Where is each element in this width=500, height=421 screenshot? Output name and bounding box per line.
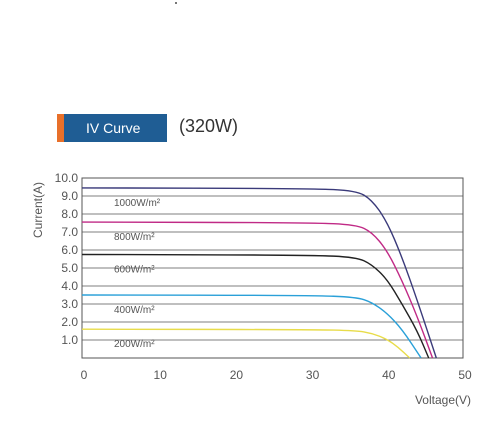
y-tick-label-0: 1.0 <box>61 333 78 347</box>
x-tick-label-3: 30 <box>306 368 320 382</box>
curve-label-3: 400W/m² <box>114 305 155 316</box>
chart-subtitle: (320W) <box>179 116 239 136</box>
curve-label-2: 600W/m² <box>114 265 155 276</box>
curve-1 <box>81 221 434 359</box>
y-axis-label: Current(A) <box>31 182 45 238</box>
y-tick-label-9: 10.0 <box>55 171 79 185</box>
curve-label-0: 1000W/m² <box>114 198 161 209</box>
iv-curve-tag: IV Curve <box>64 114 167 142</box>
y-tick-label-4: 5.0 <box>61 261 78 275</box>
curve-label-1: 800W/m² <box>114 232 155 243</box>
curve-4 <box>81 328 411 359</box>
x-tick-label-5: 50 <box>458 368 472 382</box>
tag-accent-bar <box>57 114 64 142</box>
stray-dot <box>175 2 177 4</box>
y-tick-label-7: 8.0 <box>61 207 78 221</box>
x-tick-label-1: 10 <box>154 368 168 382</box>
y-tick-label-2: 3.0 <box>61 297 78 311</box>
y-tick-label-5: 6.0 <box>61 243 78 257</box>
curve-2 <box>81 253 430 359</box>
curve-3 <box>81 294 422 359</box>
x-axis-label: Voltage(V) <box>415 393 471 407</box>
chart-header: IV Curve <box>57 114 167 142</box>
x-tick-label-0: 0 <box>81 368 88 382</box>
y-tick-label-3: 4.0 <box>61 279 78 293</box>
x-tick-label-2: 20 <box>230 368 244 382</box>
curve-label-4: 200W/m² <box>114 339 155 350</box>
y-tick-label-8: 9.0 <box>61 189 78 203</box>
curve-0 <box>81 187 437 359</box>
y-tick-label-1: 2.0 <box>61 315 78 329</box>
y-tick-label-6: 7.0 <box>61 225 78 239</box>
plot-frame <box>81 177 464 359</box>
x-tick-label-4: 40 <box>382 368 396 382</box>
